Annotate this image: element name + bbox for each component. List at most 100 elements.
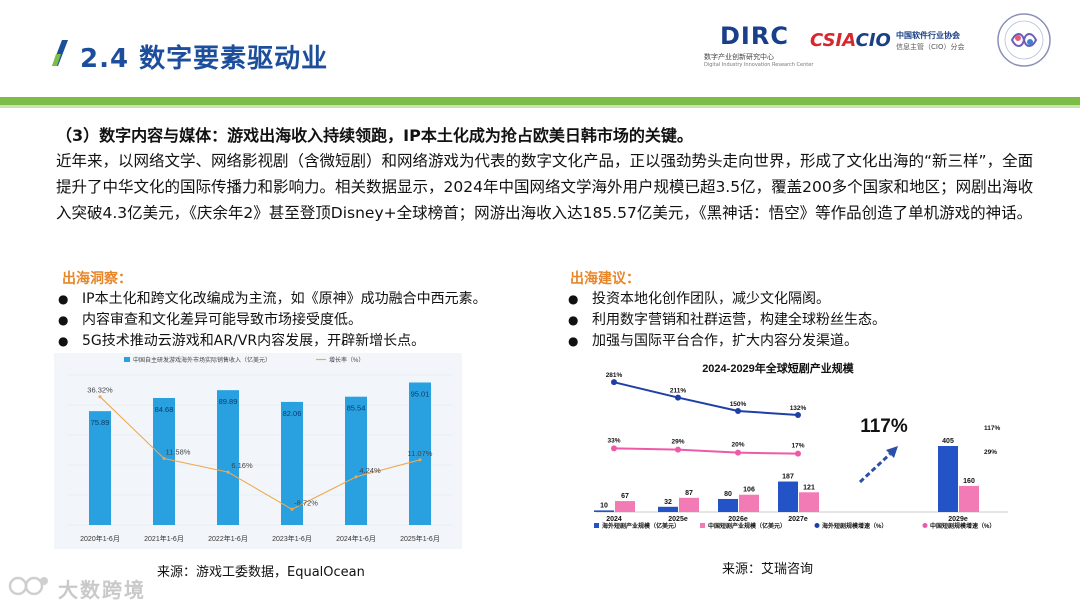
overseas-bar-label: 80: [724, 491, 732, 498]
growth-point: [418, 458, 422, 462]
csia-logo-name: 中国软件行业协会: [896, 31, 960, 40]
overseas-growth-line: [613, 381, 799, 416]
legend-label-line: 增长率（%）: [329, 356, 364, 364]
x-tick-label: 2023年1-6月: [272, 534, 312, 543]
overseas-growth-label: 117%: [984, 425, 1000, 432]
overseas-growth-label: 150%: [730, 401, 747, 408]
insight-list: IP本土化和跨文化改编成为主流，如《原神》成功融合中西元素。 内容审查和文化差异…: [56, 289, 487, 352]
overseas-growth-point: [611, 379, 617, 386]
china-growth-line: [613, 447, 799, 455]
china-bar: [739, 494, 759, 512]
section-heading: （3）数字内容与媒体：游戏出海收入持续领跑，IP本土化成为抢占欧美日韩市场的关键…: [56, 126, 693, 145]
overseas-growth-point: [795, 411, 801, 418]
overseas-bar-label: 32: [664, 499, 672, 506]
overseas-bar-label: 10: [600, 502, 608, 509]
china-bar: [615, 501, 635, 512]
advice-title: 出海建议：: [570, 271, 640, 287]
legend-swatch: [594, 523, 599, 528]
china-bar-label: 87: [685, 490, 693, 497]
china-growth-label: 17%: [791, 443, 804, 450]
short-drama-chart: 2024-2029年全球短剧产业规模 10 67 2024 32 87 2025e 80 106…: [594, 361, 1008, 530]
callout-arrowhead-icon: [886, 446, 898, 458]
insight-item: IP本土化和跨文化改编成为主流，如《原神》成功融合中西元素。: [56, 289, 487, 310]
china-bar: [959, 485, 979, 512]
x-tick-label: 2027e: [788, 516, 808, 523]
callout-arrow-icon: [858, 452, 892, 484]
overseas-growth-label: 281%: [606, 372, 623, 379]
source-left: 来源：游戏工委数据，EqualOcean: [157, 565, 365, 580]
bar-value-label: 82.06: [283, 409, 302, 418]
growth-label: 4.24%: [359, 466, 381, 475]
china-growth-label: 33%: [607, 437, 620, 444]
advice-item: 加强与国际平台合作，扩大内容分发渠道。: [566, 331, 886, 352]
bar: [281, 401, 303, 525]
legend-label: 海外短剧产业规模（亿美元）: [602, 522, 680, 530]
china-bar-label: 121: [803, 484, 815, 491]
china-growth-point: [675, 446, 681, 453]
dirc-logo-subtitle: 数字产业创新研究中心: [704, 53, 774, 61]
dirc-logo: DIRC 数字产业创新研究中心 Digital Industry Innovat…: [700, 22, 814, 70]
overseas-growth-label: 211%: [670, 388, 686, 395]
overseas-growth-point: [735, 408, 741, 414]
overseas-bar: [718, 498, 738, 512]
china-bar-label: 106: [743, 487, 755, 494]
header-divider: [0, 97, 1080, 105]
dirc-logo-subtitle-en: Digital Industry Innovation Research Cen…: [704, 62, 814, 68]
bar-value-label: 85.54: [347, 404, 366, 413]
x-tick-label: 2029e: [948, 516, 968, 523]
advice-list: 投资本地化创作团队，减少文化隔阂。 利用数字营销和社群运营，构建全球粉丝生态。 …: [566, 289, 886, 352]
dirc-logo-word: DIRC: [720, 22, 789, 50]
growth-label: 36.32%: [87, 386, 113, 395]
csia-logo-branch: 信息主管（CIO）分会: [896, 43, 965, 51]
bar: [345, 396, 367, 525]
title-accent-icon: [52, 40, 68, 66]
growth-point: [162, 457, 166, 461]
advice-item: 投资本地化创作团队，减少文化隔阂。: [566, 289, 886, 310]
china-bar: [799, 492, 819, 512]
legend-label-bar: 中国自主研发游戏海外市场实际销售收入（亿美元）: [133, 356, 271, 364]
bar-value-label: 84.68: [155, 405, 174, 414]
growth-label: 11.07%: [408, 449, 433, 458]
overseas-bar-label: 405: [942, 438, 954, 445]
chart-background: [54, 353, 462, 549]
x-tick-label: 2020年1-6月: [80, 534, 120, 543]
game-revenue-chart: 75.89 2020年1-6月 84.68 2021年1-6月 89.89 2022年1-…: [54, 353, 462, 549]
legend-swatch-bar: [124, 357, 130, 362]
insight-item: 内容审查和文化差异可能导致市场接受度低。: [56, 310, 487, 331]
overseas-bar: [938, 446, 958, 512]
bar-value-label: 89.89: [219, 397, 238, 406]
china-bar: [679, 497, 699, 512]
body-paragraph: 近年来，以网络文学、网络影视剧（含微短剧）和网络游戏为代表的数字文化产品，正以强…: [56, 152, 1034, 222]
legend-swatch: [814, 523, 820, 528]
chart-title: 2024-2029年全球短剧产业规模: [702, 361, 855, 375]
seal-logo-icon: [997, 13, 1051, 67]
watermark-icon: [8, 576, 48, 596]
csia-logo: CSIACIO 中国软件行业协会 信息主管（CIO）分会: [810, 30, 990, 58]
growth-point: [354, 475, 358, 479]
x-tick-label: 2024: [606, 516, 622, 523]
overseas-growth-point: [675, 394, 681, 401]
x-tick-label: 2026e: [728, 516, 748, 523]
growth-point: [226, 470, 230, 474]
x-tick-label: 2025e: [668, 516, 688, 523]
bar: [89, 411, 111, 525]
china-growth-point: [795, 450, 801, 457]
legend-swatch: [700, 523, 705, 528]
watermark-text: 大数跨境: [58, 578, 146, 602]
china-growth-label: 20%: [731, 442, 744, 449]
overseas-bar: [778, 481, 798, 512]
header-divider-light: [0, 105, 1080, 108]
china-growth-point: [735, 449, 741, 456]
overseas-growth-label: 132%: [790, 405, 807, 412]
china-bar-label: 160: [963, 478, 975, 485]
legend-label: 海外短剧规模增速（%）: [822, 522, 887, 530]
overseas-bar-label: 187: [782, 474, 794, 481]
growth-point: [290, 507, 294, 511]
source-right: 来源：艾瑞咨询: [722, 562, 814, 577]
growth-label: 11.58%: [166, 448, 191, 457]
growth-label: -8.72%: [294, 498, 318, 507]
legend-label: 中国短剧规模增速（%）: [930, 522, 995, 530]
bar: [217, 390, 239, 525]
china-bar-label: 67: [621, 493, 629, 500]
legend-swatch: [922, 523, 928, 528]
